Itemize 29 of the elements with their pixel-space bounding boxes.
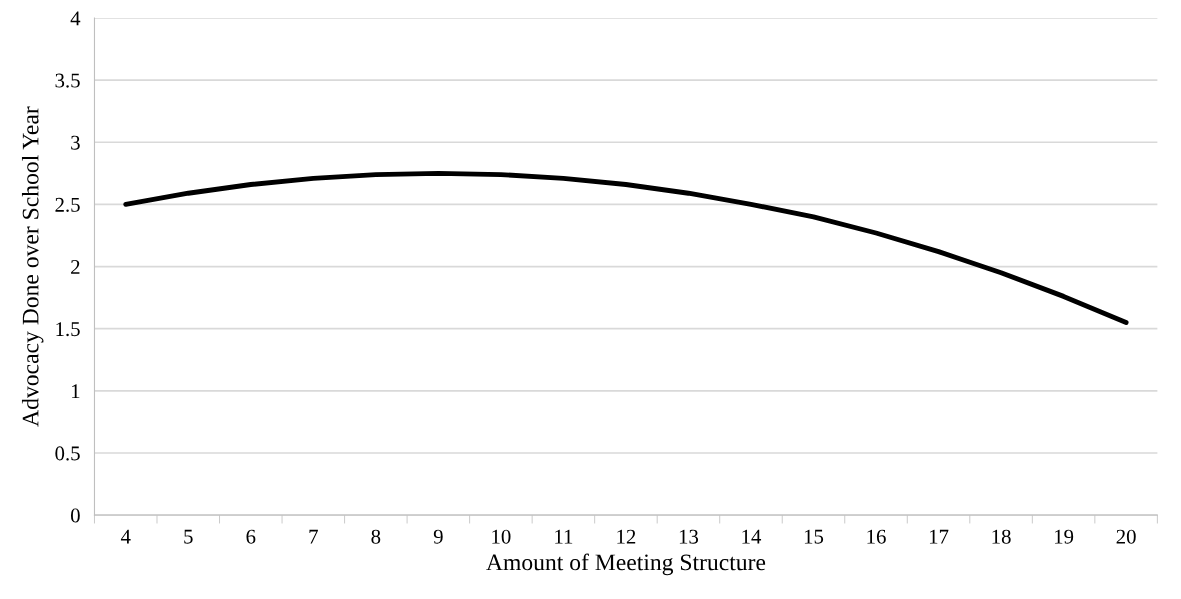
y-tick-label: 0 — [70, 508, 80, 523]
y-tick-label: 3 — [71, 135, 80, 150]
y-axis-title: Advocacy Done over School Year — [21, 106, 44, 427]
y-tick-label: 3.5 — [55, 73, 80, 88]
y-tick-label: 4 — [70, 11, 81, 26]
x-tick-label: 17 — [929, 529, 949, 544]
x-tick-label: 19 — [1055, 529, 1074, 544]
y-tick-label: 1 — [72, 384, 80, 399]
x-tick-label: 18 — [992, 529, 1011, 544]
x-tick-label: 11 — [555, 529, 573, 544]
x-tick-label: 8 — [371, 529, 381, 544]
x-axis-title: Amount of Meeting Structure — [486, 553, 766, 576]
y-tick-label: 2.5 — [55, 197, 80, 212]
x-tick-label: 7 — [309, 529, 318, 544]
y-tick-label: 2 — [71, 259, 80, 274]
y-tick-label: 0.5 — [55, 446, 80, 461]
x-tick-label: 13 — [679, 529, 699, 544]
x-tick-label: 9 — [433, 529, 443, 544]
x-tick-label: 5 — [184, 529, 193, 544]
x-tick-label: 4 — [120, 529, 131, 544]
x-tick-label: 10 — [492, 529, 511, 544]
line-series — [123, 170, 1129, 325]
x-tick-label: 6 — [246, 529, 256, 544]
x-tick-label: 12 — [617, 529, 636, 544]
x-tick-label: 16 — [867, 529, 886, 544]
x-tick-label: 20 — [1116, 529, 1136, 544]
y-tick-label: 1.5 — [56, 322, 80, 337]
x-tick-label: 14 — [742, 529, 762, 544]
x-tick-label: 15 — [804, 529, 824, 544]
